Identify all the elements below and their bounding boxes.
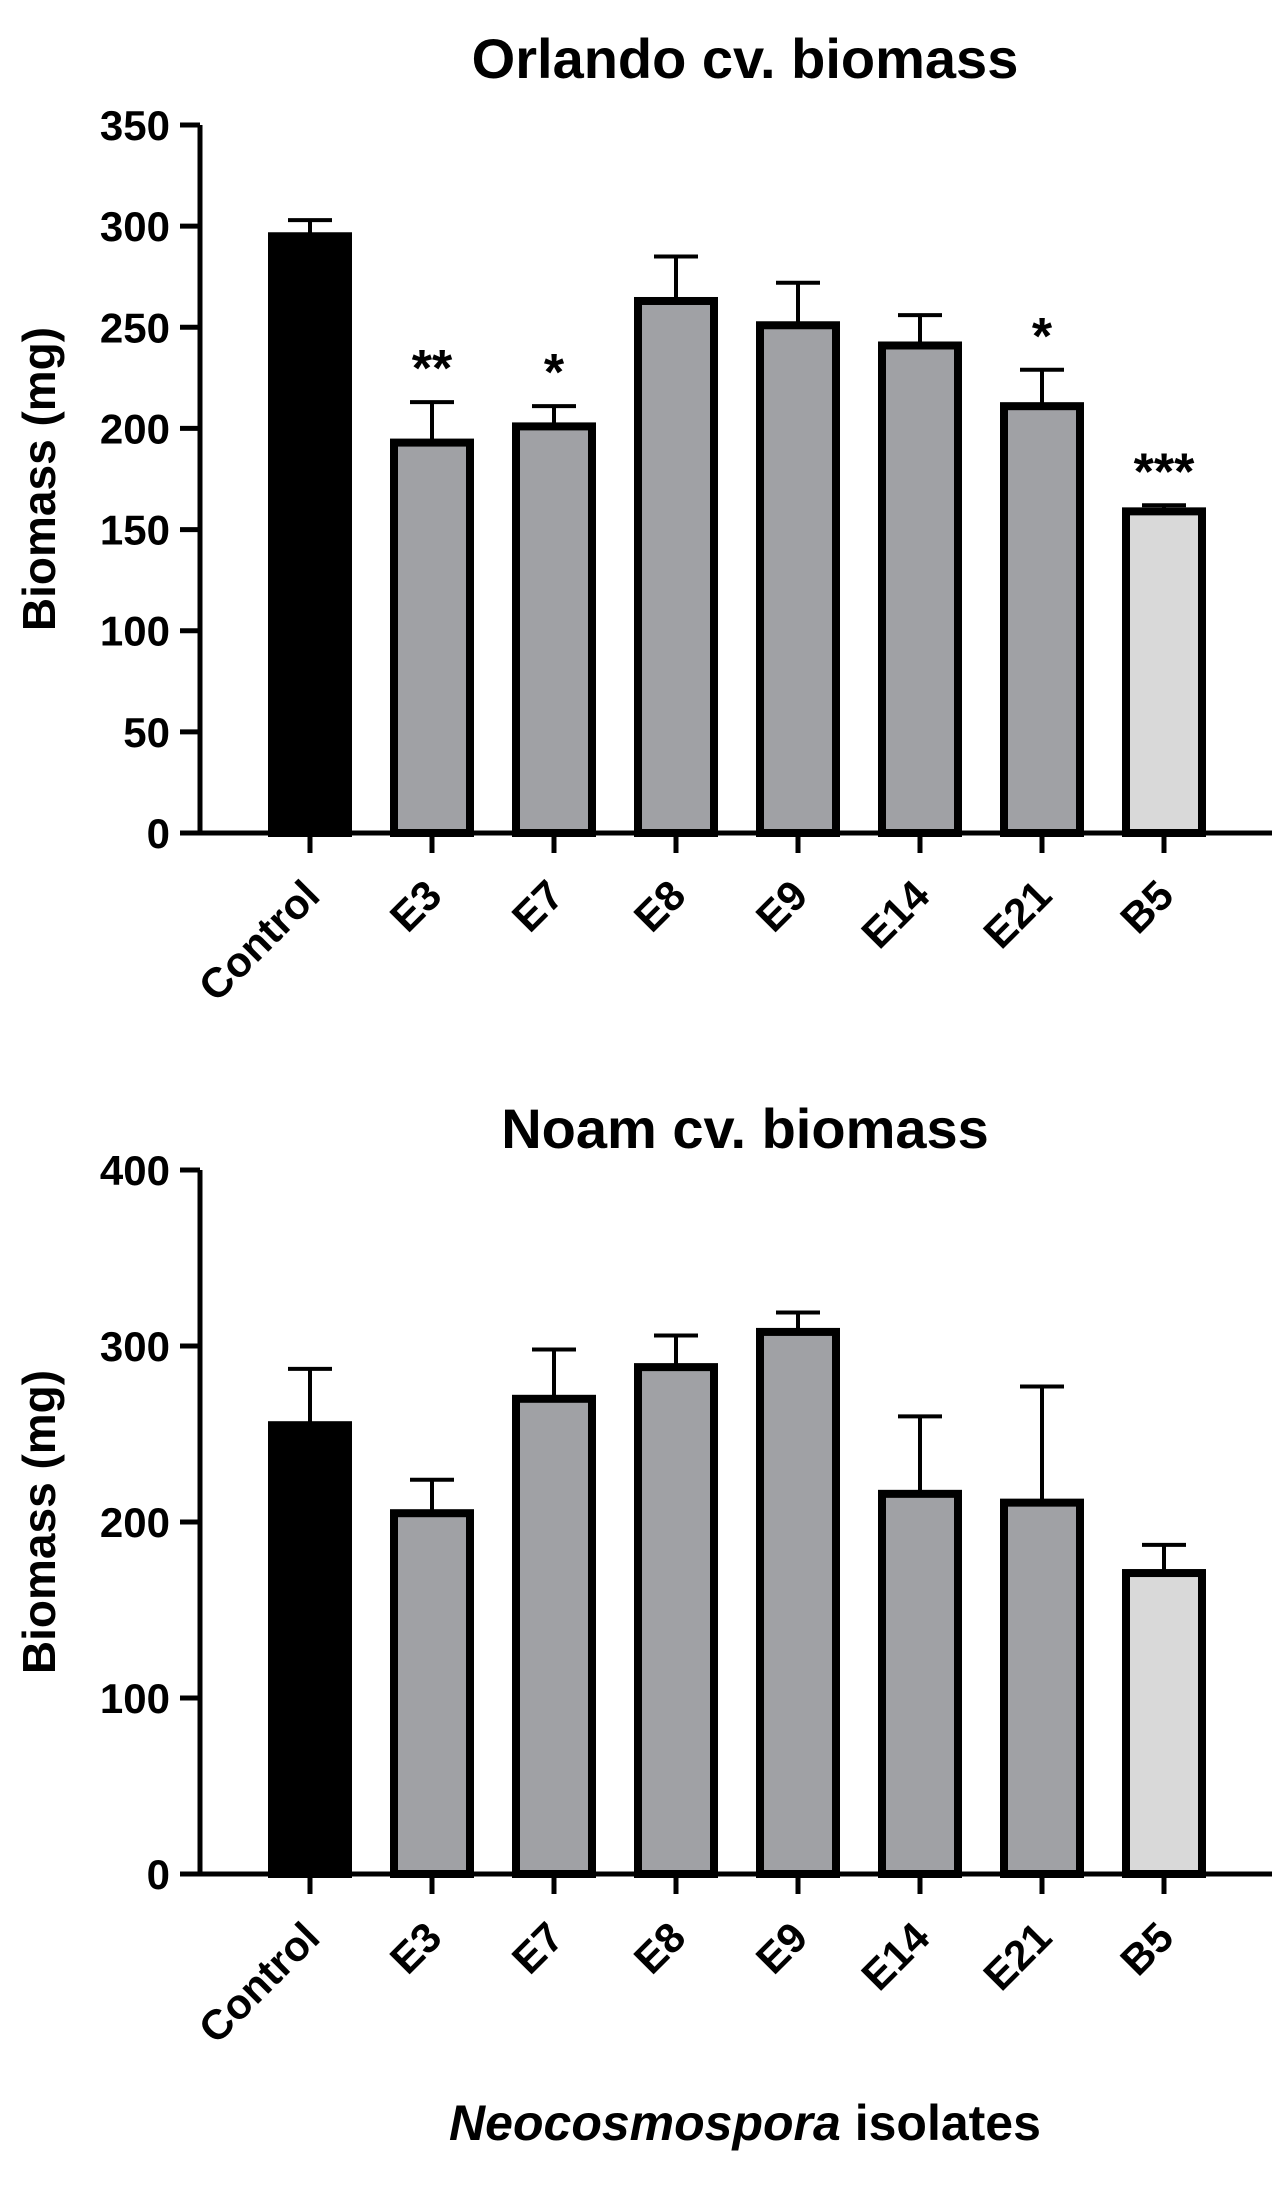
bar-e14 [878, 341, 962, 837]
x-tick-label: E7 [503, 871, 573, 941]
x-tick-label: E3 [381, 871, 451, 941]
x-tick-label: E21 [974, 1913, 1060, 1999]
y-tick-label: 300 [100, 203, 170, 250]
significance-marker: ** [412, 340, 453, 398]
significance-marker: *** [1134, 443, 1195, 501]
y-tick-label: 300 [100, 1323, 170, 1370]
bar-e9 [756, 1327, 840, 1879]
x-tick-label: E9 [747, 1913, 817, 1983]
significance-marker: * [544, 344, 565, 402]
bar-e14 [878, 1489, 962, 1878]
y-tick-label: 250 [100, 304, 170, 351]
x-tick-label: E8 [625, 871, 695, 941]
x-tick-label: E3 [381, 1913, 451, 1983]
bar-e3 [390, 1509, 474, 1878]
y-tick-label: 200 [100, 405, 170, 452]
x-tick-label: Control [190, 871, 329, 1010]
x-tick-label: E9 [747, 871, 817, 941]
y-tick-label: 100 [100, 608, 170, 655]
bar-e7 [512, 422, 596, 837]
y-tick-label: 100 [100, 1675, 170, 1722]
x-axis-label-plain: isolates [841, 2095, 1041, 2151]
bar-e8 [634, 296, 718, 837]
bar-b5 [1122, 1569, 1206, 1879]
x-tick-label: E21 [974, 871, 1060, 957]
y-axis-label: Biomass (mg) [13, 1370, 65, 1674]
y-tick-label: 0 [147, 810, 170, 857]
shared-x-axis-label: Neocosmospora isolates [449, 2095, 1041, 2151]
x-tick-label: E14 [852, 871, 939, 958]
orlando-chart: Orlando cv. biomass Biomass (mg) 0 50 100 150… [13, 27, 1272, 1010]
x-tick-label: B5 [1111, 1913, 1182, 1984]
y-tick-label: 0 [147, 1851, 170, 1898]
bar-e7 [512, 1394, 596, 1879]
bar-e8 [634, 1363, 718, 1878]
y-tick-label: 50 [123, 709, 170, 756]
x-axis-label-italic: Neocosmospora [449, 2095, 841, 2151]
chart-title: Noam cv. biomass [501, 1097, 989, 1160]
y-tick-label: 150 [100, 507, 170, 554]
y-tick-label: 200 [100, 1499, 170, 1546]
x-tick-label: E8 [625, 1913, 695, 1983]
bar-control [268, 232, 352, 837]
bar-b5 [1122, 507, 1206, 837]
x-tick-label: B5 [1111, 871, 1182, 942]
y-axis-label: Biomass (mg) [13, 327, 65, 631]
noam-chart: Noam cv. biomass Biomass (mg) 0 100 200 300 40… [13, 1097, 1272, 2052]
bar-e9 [756, 321, 840, 837]
bar-e3 [390, 438, 474, 837]
x-tick-label: Control [190, 1913, 329, 2052]
bar-e21 [1000, 402, 1084, 837]
bar-e21 [1000, 1498, 1084, 1878]
bar-control [268, 1421, 352, 1878]
significance-marker: * [1032, 308, 1053, 366]
x-tick-label: E14 [852, 1913, 939, 2000]
y-tick-label: 350 [100, 102, 170, 149]
x-tick-label: E7 [503, 1913, 573, 1983]
y-tick-label: 400 [100, 1147, 170, 1194]
chart-title: Orlando cv. biomass [472, 27, 1019, 90]
